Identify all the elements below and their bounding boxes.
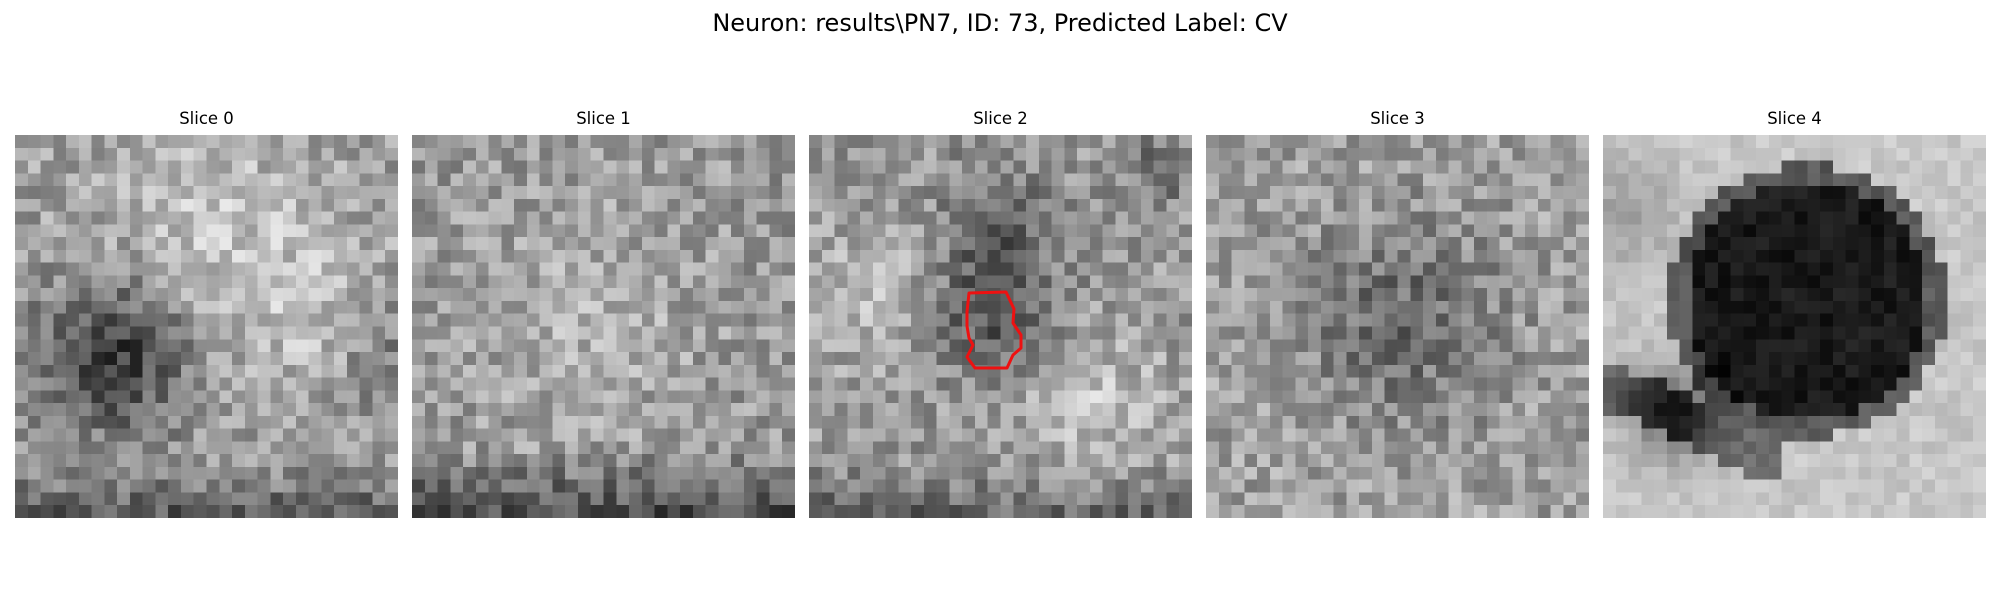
segmentation-contour <box>967 292 1021 368</box>
slice-panel-3: Slice 3 <box>1206 108 1589 518</box>
figure-title: Neuron: results\PN7, ID: 73, Predicted L… <box>0 6 2000 40</box>
slice-image <box>1206 135 1589 518</box>
slice-panel-1: Slice 1 <box>412 108 795 518</box>
slice-panel-2: Slice 2 <box>809 108 1192 518</box>
slice-title: Slice 0 <box>15 108 398 130</box>
grayscale-patch <box>1603 135 1986 518</box>
slice-image <box>15 135 398 518</box>
grayscale-patch <box>15 135 398 518</box>
grayscale-patch <box>412 135 795 518</box>
slice-panel-4: Slice 4 <box>1603 108 1986 518</box>
segmentation-contour-overlay <box>809 135 1192 518</box>
slice-panel-0: Slice 0 <box>15 108 398 518</box>
slice-title: Slice 2 <box>809 108 1192 130</box>
grayscale-patch <box>1206 135 1589 518</box>
slice-title: Slice 1 <box>412 108 795 130</box>
slice-image <box>412 135 795 518</box>
slice-title: Slice 3 <box>1206 108 1589 130</box>
slice-image <box>1603 135 1986 518</box>
slice-title: Slice 4 <box>1603 108 1986 130</box>
slice-image <box>809 135 1192 518</box>
